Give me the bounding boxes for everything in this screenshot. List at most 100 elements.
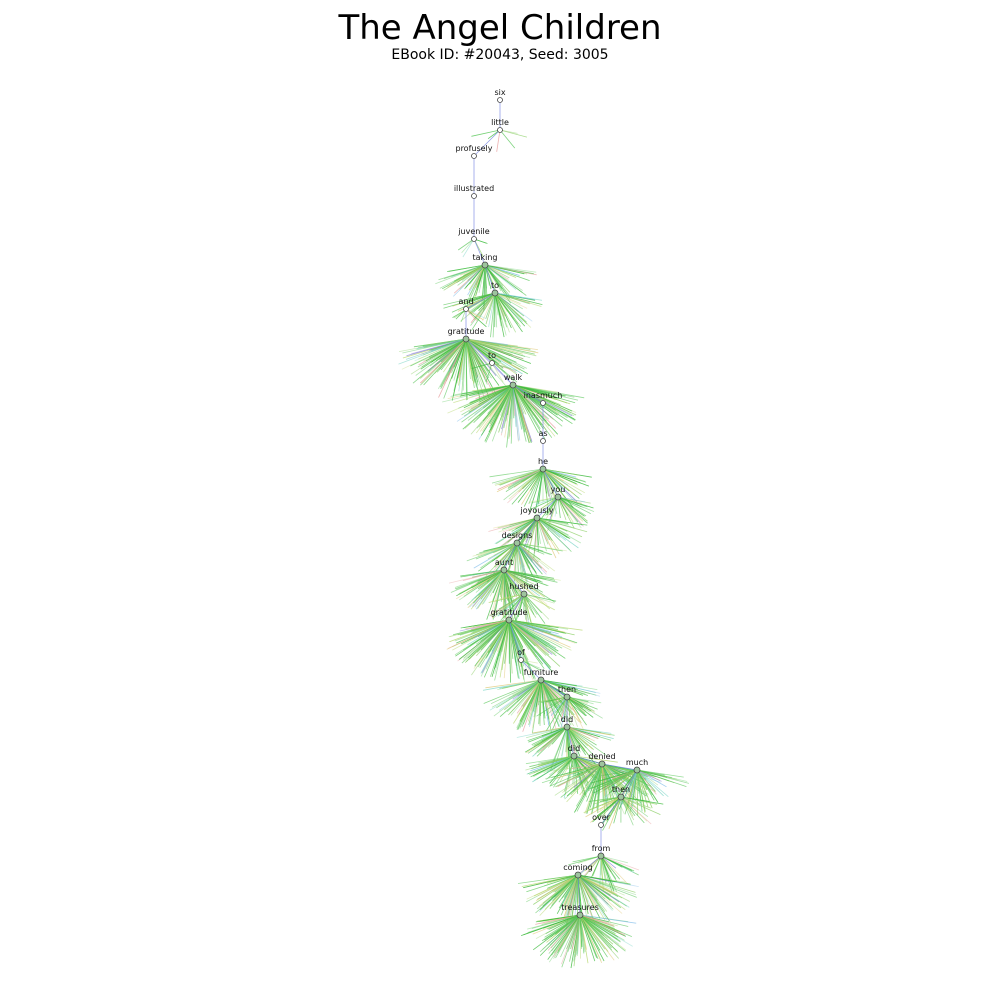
fan-edge — [566, 726, 577, 753]
fan-edge — [620, 796, 661, 815]
word-label: designs — [502, 531, 533, 540]
fan-edge — [520, 914, 581, 936]
fan-edge — [453, 264, 486, 297]
fan-27 — [583, 796, 664, 831]
fan-edge — [579, 914, 621, 943]
fan-edge — [527, 679, 542, 722]
fan-edge — [501, 569, 505, 601]
fan-edge — [458, 338, 467, 386]
fan-edge — [566, 726, 581, 757]
fan-edge — [526, 755, 575, 775]
fan-edge — [533, 517, 538, 559]
fan-edge — [465, 338, 489, 372]
fan-edge — [502, 679, 542, 689]
fan-edge — [512, 384, 556, 437]
word-node — [598, 760, 606, 768]
word-node — [539, 465, 547, 473]
fan-edge — [553, 755, 575, 774]
fan-edge — [611, 769, 638, 781]
fan-edge — [503, 569, 538, 615]
word-label: from — [592, 844, 611, 853]
fan-edge — [563, 874, 579, 907]
fan-edge — [514, 468, 544, 482]
fan-edge — [620, 796, 649, 818]
fan-20 — [520, 659, 541, 683]
word-node — [463, 306, 469, 312]
fan-edge — [538, 468, 544, 504]
fan-edge — [542, 468, 560, 488]
fan-edge — [499, 129, 516, 149]
fan-edge — [512, 384, 543, 422]
fan-edge — [436, 338, 467, 373]
fan-edge — [598, 796, 622, 820]
fan-edge — [546, 496, 559, 516]
fan-edge — [526, 517, 538, 559]
fan-edge — [524, 726, 568, 753]
fan-22 — [536, 696, 603, 732]
fan-edge — [516, 542, 544, 552]
fan-edge — [577, 874, 615, 882]
fan-edge — [520, 659, 525, 683]
fan-23 — [516, 726, 615, 773]
fan-edge — [583, 796, 622, 813]
fan-edge — [566, 696, 582, 724]
fan-edge — [584, 763, 603, 814]
fan-edge — [486, 569, 505, 620]
fan-edge — [512, 384, 546, 440]
fan-edge — [556, 763, 603, 779]
fan-edge — [516, 679, 542, 717]
fan-edge — [547, 914, 581, 951]
fan-edge — [579, 914, 615, 961]
fan-edge — [577, 874, 609, 905]
fan-edge — [512, 384, 542, 426]
fan-edge — [566, 726, 607, 756]
fan-edge — [636, 769, 669, 798]
fan-edge — [438, 338, 467, 398]
fan-edge — [474, 384, 514, 415]
word-node — [533, 514, 541, 522]
fan-edge — [483, 619, 510, 678]
fan-edge — [537, 874, 579, 897]
fan-edge — [559, 755, 575, 783]
fan-edge — [465, 308, 487, 320]
fan-edge — [564, 755, 575, 792]
fan-edge — [454, 569, 505, 590]
fan-edge — [494, 292, 530, 305]
fan-edge — [547, 914, 581, 960]
word-label: over — [592, 813, 611, 822]
fan-edge — [601, 769, 638, 790]
fan-edge — [636, 769, 639, 816]
fan-edge — [431, 338, 467, 351]
fan-edge — [536, 517, 569, 536]
fan-edge — [465, 338, 525, 370]
fan-edge — [594, 796, 622, 802]
fan-edge — [508, 619, 559, 642]
fan-edge — [538, 696, 568, 703]
fan-edge — [503, 569, 515, 605]
word-label: walk — [504, 373, 523, 382]
fan-edge — [536, 517, 565, 531]
fan-edge — [577, 874, 625, 896]
fan-edge — [494, 292, 505, 338]
fan-edge — [405, 338, 467, 360]
fan-edge — [601, 769, 638, 782]
fan-edge — [549, 763, 603, 772]
fan-edge — [423, 338, 467, 349]
fan-edge — [490, 679, 542, 705]
word-label: furniture — [524, 668, 559, 677]
fan-edge — [620, 796, 645, 824]
fan-edge — [471, 362, 493, 369]
fan-edge — [566, 696, 578, 728]
fan-edge — [455, 619, 510, 657]
fan-edge — [636, 769, 687, 787]
fan-edge — [523, 468, 544, 507]
fan-edge — [480, 384, 514, 436]
fan-edge — [465, 338, 475, 374]
fan-edge — [517, 468, 544, 503]
stem-edge — [516, 517, 538, 544]
fan-edge — [535, 914, 581, 939]
fan-edge — [557, 496, 591, 504]
fan-edge — [420, 338, 467, 370]
label-layer: six little profusely illustrated juvenile tak… — [448, 88, 649, 912]
fan-14 — [528, 496, 595, 532]
